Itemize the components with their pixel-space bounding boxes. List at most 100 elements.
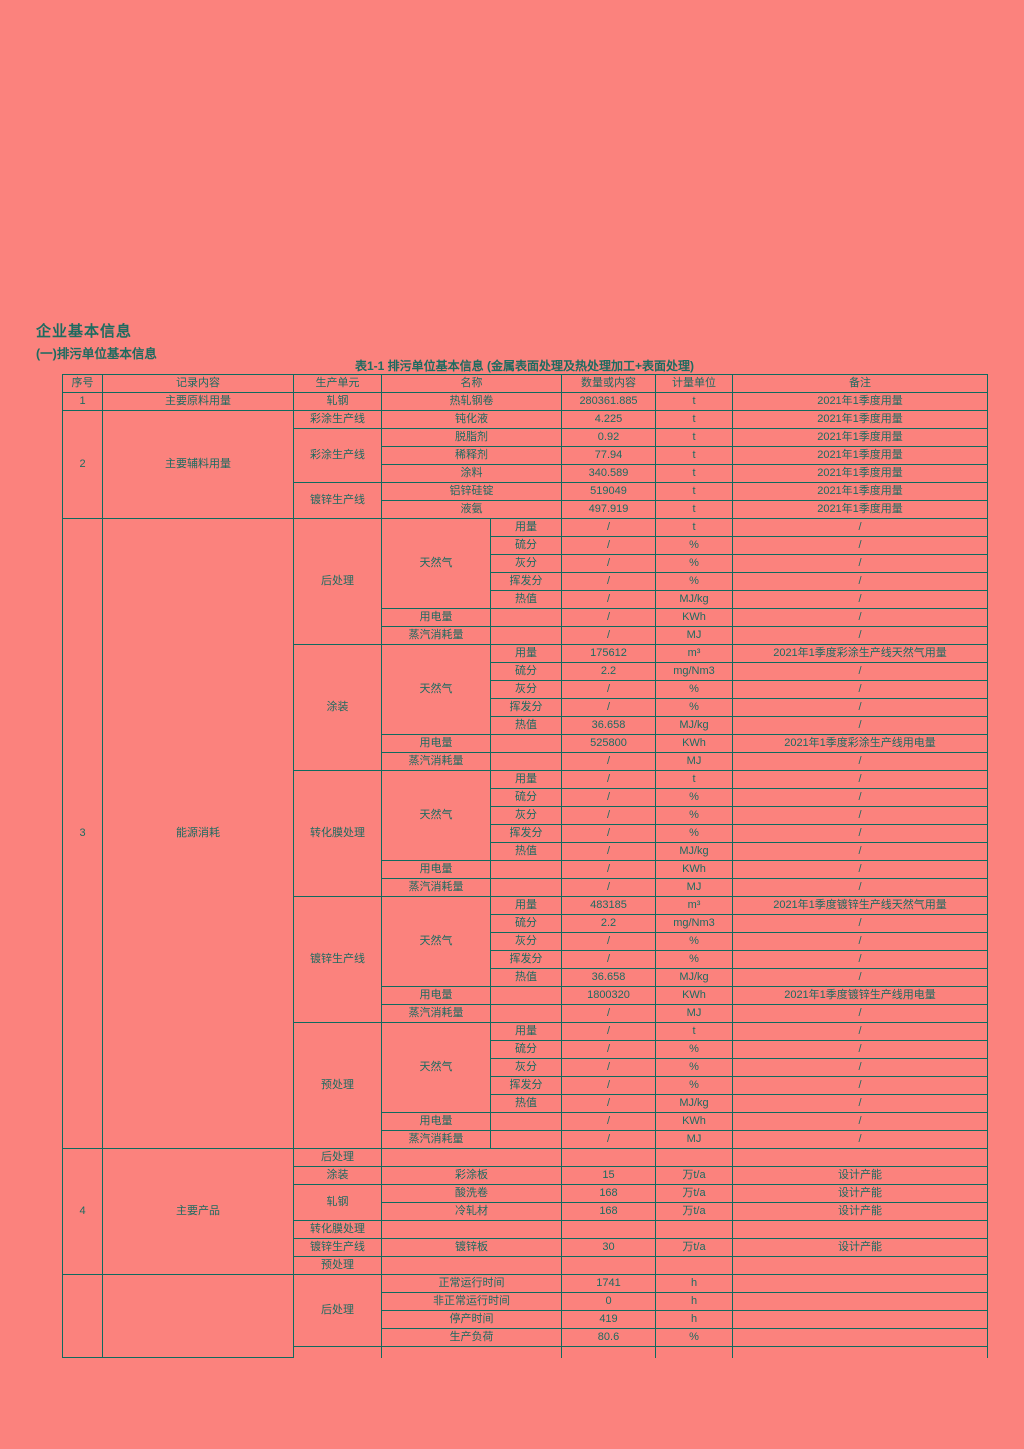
table-cell: 4.225 — [561, 410, 656, 429]
table-cell: 2021年1季度用量 — [732, 410, 988, 429]
table-cell: / — [561, 608, 656, 627]
table-cell: 涂装 — [293, 644, 382, 771]
table-cell: 蒸汽消耗量 — [381, 1130, 491, 1149]
table-cell: % — [655, 1040, 733, 1059]
table-row: 硫分 2.2 mg/Nm3/ — [63, 662, 988, 681]
table-cell: KWh — [655, 986, 733, 1005]
table-cell: 后处理 — [293, 1148, 382, 1167]
table-cell — [490, 1112, 562, 1131]
table-cell: 硫分 — [490, 662, 562, 681]
table-cell: 2021年1季度镀锌生产线用电量 — [732, 986, 988, 1005]
table-cell: / — [732, 1094, 988, 1113]
table-cell: MJ/kg — [655, 1094, 733, 1113]
table-cell: 用电量 — [381, 986, 491, 1005]
table-cell: 热值 — [490, 716, 562, 735]
table-cell: / — [732, 1022, 988, 1041]
table-cell: MJ/kg — [655, 590, 733, 609]
table-cell: / — [732, 824, 988, 843]
table-cell: / — [732, 878, 988, 897]
table-cell: t — [655, 464, 733, 483]
table-cell: KWh — [655, 1112, 733, 1131]
table-cell: 冷轧材 — [381, 1202, 562, 1221]
table-cell: 热值 — [490, 590, 562, 609]
table-cell: / — [732, 1040, 988, 1059]
table-cell: 硫分 — [490, 1040, 562, 1059]
table-cell: 灰分 — [490, 680, 562, 699]
table-cell: 2.2 — [561, 914, 656, 933]
table-cell: 挥发分 — [490, 824, 562, 843]
table-row: 预处理 天然气 用量 / t / — [63, 1022, 988, 1149]
table-cell: 519049 — [561, 482, 656, 501]
table-cell: / — [561, 842, 656, 861]
table-cell: % — [655, 1058, 733, 1077]
col-header-record-content: 记录内容 — [102, 374, 294, 393]
table-cell: 万t/a — [655, 1238, 733, 1257]
table-cell — [381, 1346, 562, 1358]
table-cell: MJ — [655, 752, 733, 771]
table-row: 非正常运行时间 0 h — [63, 1292, 988, 1311]
table-cell: 1741 — [561, 1274, 656, 1293]
table-cell: 钝化液 — [381, 410, 562, 429]
table-cell: t — [655, 500, 733, 519]
table-row: 挥发分 /% / — [63, 1076, 988, 1095]
table-cell: 419 — [561, 1310, 656, 1329]
table-cell — [490, 878, 562, 897]
table-cell: / — [732, 554, 988, 573]
table-cell: % — [655, 680, 733, 699]
basic-info-table: 序号 记录内容 生产单元 名称 数量或内容 计量单位 备注 1 主要原料用量 轧钢热… — [62, 374, 988, 1358]
table-cell: 预处理 — [293, 1022, 382, 1149]
table-cell: t — [655, 770, 733, 789]
table-cell: / — [732, 914, 988, 933]
table-cell: / — [561, 770, 656, 789]
table-cell — [732, 1274, 988, 1293]
table-cell: 转化膜处理 — [293, 1220, 382, 1239]
table-cell: % — [655, 806, 733, 825]
table-cell: / — [561, 536, 656, 555]
table-cell: / — [732, 842, 988, 861]
table-cell: t — [655, 518, 733, 537]
table-cell: / — [561, 518, 656, 537]
table-cell — [561, 1220, 656, 1239]
table-cell: 停产时间 — [381, 1310, 562, 1329]
table-cell: / — [561, 806, 656, 825]
table-cell: / — [732, 1112, 988, 1131]
table-cell: 正常运行时间 — [381, 1274, 562, 1293]
table-cell: 灰分 — [490, 932, 562, 951]
table-cell: 能源消耗 — [102, 518, 294, 1149]
table-cell: / — [732, 662, 988, 681]
table-row: 热值 36.658 MJ/kg / — [63, 716, 988, 735]
table-cell: / — [561, 788, 656, 807]
table-cell: 酸洗卷 — [381, 1184, 562, 1203]
table-cell: 镀锌生产线 — [293, 896, 382, 1023]
table-cell: t — [655, 1022, 733, 1041]
table-header-row: 序号 记录内容 生产单元 名称 数量或内容 计量单位 备注 — [62, 374, 988, 393]
table-cell: / — [732, 950, 988, 969]
table-row: 涂装 天然气 用量 175612 m³ 2021年1季度彩涂生产线天然气用量 — [63, 644, 988, 771]
table-row: 预处理 — [63, 1256, 988, 1275]
table-cell: 2021年1季度彩涂生产线天然气用量 — [732, 644, 988, 663]
table-row: 热值 36.658 MJ/kg / — [63, 968, 988, 987]
table-cell: 2021年1季度用量 — [732, 464, 988, 483]
table-cell: 天然气 — [381, 518, 491, 609]
table-cell: % — [655, 932, 733, 951]
table-cell: MJ — [655, 626, 733, 645]
table-cell: 设计产能 — [732, 1238, 988, 1257]
table-cell: 稀释剂 — [381, 446, 562, 465]
table-cell: 175612 — [561, 644, 656, 663]
table-cell: mg/Nm3 — [655, 914, 733, 933]
table-row: 涂料 340.589 t 2021年1季度用量 — [63, 464, 988, 483]
table-cell: h — [655, 1310, 733, 1329]
table-cell: 蒸汽消耗量 — [381, 1004, 491, 1023]
table-cell: / — [732, 1004, 988, 1023]
table-row: 用电量 / KWh / — [63, 608, 988, 627]
table-row: 硫分 /% / — [63, 788, 988, 807]
table-row: 2 主要辅料用量 彩涂生产线 钝化液 4.225 t 2021年1季度用量 — [62, 410, 988, 519]
table-cell: 设计产能 — [732, 1202, 988, 1221]
table-row: 镀锌生产线 镀锌板 30 万t/a 设计产能 — [63, 1238, 988, 1257]
table-cell: 2021年1季度用量 — [732, 446, 988, 465]
table-cell — [561, 1256, 656, 1275]
table-cell: 蒸汽消耗量 — [381, 626, 491, 645]
table-cell: / — [561, 680, 656, 699]
table-cell — [62, 1274, 103, 1358]
table-cell: t — [655, 428, 733, 447]
